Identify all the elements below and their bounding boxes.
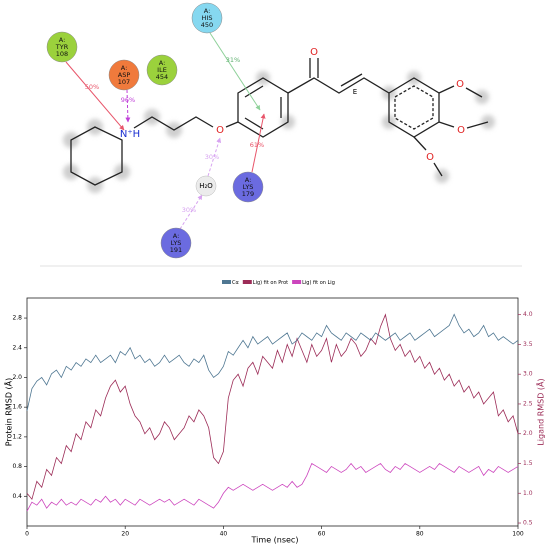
y-tick-label: 2.8 (12, 315, 22, 322)
interaction-percent: 50% (85, 83, 99, 91)
atom-label: O (457, 125, 465, 136)
legend-label: Cα (232, 280, 239, 286)
atom-label: O (310, 47, 318, 58)
residue-label: 450 (201, 21, 213, 29)
x-tick-label: 40 (220, 531, 228, 538)
x-tick-label: 80 (416, 531, 424, 538)
residue-label: LYS (243, 183, 254, 191)
interaction-line (251, 113, 266, 173)
ligand-skeleton (70, 58, 489, 186)
y-tick-label: 2.4 (12, 344, 22, 351)
water-label: H₂O (199, 182, 213, 190)
residue-node (146, 54, 178, 86)
y2-tick-label: 1.5 (523, 460, 533, 467)
interaction-percent: 31% (226, 56, 240, 64)
legend-label: Lig) fit on Prot (253, 280, 288, 286)
interaction-percent: 30% (182, 206, 196, 214)
interaction-percent: 96% (121, 96, 135, 104)
x-tick-label: 100 (512, 531, 524, 538)
stereo-label: E (353, 88, 357, 96)
series-line (26, 313, 519, 501)
residue-node (191, 2, 223, 34)
plot-frame (26, 297, 519, 527)
legend-swatch (242, 280, 252, 284)
residue-label: ILE (157, 66, 167, 74)
residue-node (108, 59, 140, 91)
y-tick-label: 0.4 (12, 493, 22, 500)
interaction-line (179, 194, 203, 230)
legend: Cα Lig) fit on Prot Lig) fit on Lig (222, 280, 335, 286)
y2-tick-label: 2.5 (523, 400, 533, 407)
residue-label: 454 (156, 73, 168, 81)
residue-label: LYS (171, 239, 182, 247)
y-tick-label: 1.2 (12, 433, 22, 440)
y2-tick-label: 4.0 (523, 311, 533, 318)
residue-label: 108 (56, 50, 68, 58)
residue-label: 107 (118, 78, 130, 86)
residue-label: A: (159, 59, 166, 67)
x-tick-label: 20 (121, 531, 129, 538)
residue-label: 179 (242, 190, 254, 198)
residue-label: A: (245, 176, 252, 184)
y-axis-label: Protein RMSD (Å) (3, 378, 14, 447)
residue-label: A: (59, 36, 66, 44)
y2-tick-label: 1.0 (523, 490, 533, 497)
residue-label: ASP (118, 71, 131, 79)
x-tick-label: 0 (25, 531, 29, 538)
legend-swatch (222, 280, 231, 284)
atom-label: O (456, 79, 464, 90)
y-tick-label: 1.6 (12, 404, 22, 411)
x-tick-label: 60 (318, 531, 326, 538)
interaction-line (209, 32, 261, 111)
legend-label: Lig) fit on Lig (302, 280, 335, 286)
y2-tick-label: 3.5 (523, 341, 533, 348)
y-tick-label: 0.8 (12, 463, 22, 470)
residue-label: TYR (55, 43, 69, 51)
atom-label: O (426, 152, 434, 163)
legend-swatch (292, 280, 302, 284)
atom-label: N⁺H (120, 129, 140, 140)
residue-node (46, 31, 78, 63)
atom-label: O (216, 125, 224, 136)
residue-node (160, 227, 192, 259)
y2-tick-label: 0.5 (523, 520, 533, 527)
interaction-percent: 30% (205, 153, 219, 161)
interaction-line (125, 89, 131, 123)
x-axis-label: Time (nsec) (251, 536, 299, 545)
y-tick-label: 2.0 (12, 374, 22, 381)
interaction-line (207, 137, 222, 177)
interaction-percent: 61% (250, 141, 264, 149)
water-node (195, 175, 217, 197)
y2-axis-label: Ligand RMSD (Å) (535, 378, 546, 445)
residue-label: A: (204, 7, 211, 15)
residue-label: A: (121, 64, 128, 72)
residue-label: A: (173, 232, 180, 240)
series-line (26, 313, 519, 411)
residue-node (232, 171, 264, 203)
interaction-line (65, 61, 125, 131)
residue-label: 191 (170, 246, 182, 254)
y2-tick-label: 3.0 (523, 371, 533, 378)
y2-tick-label: 2.0 (523, 430, 533, 437)
residue-label: HIS (202, 14, 213, 22)
series-line (26, 462, 519, 512)
